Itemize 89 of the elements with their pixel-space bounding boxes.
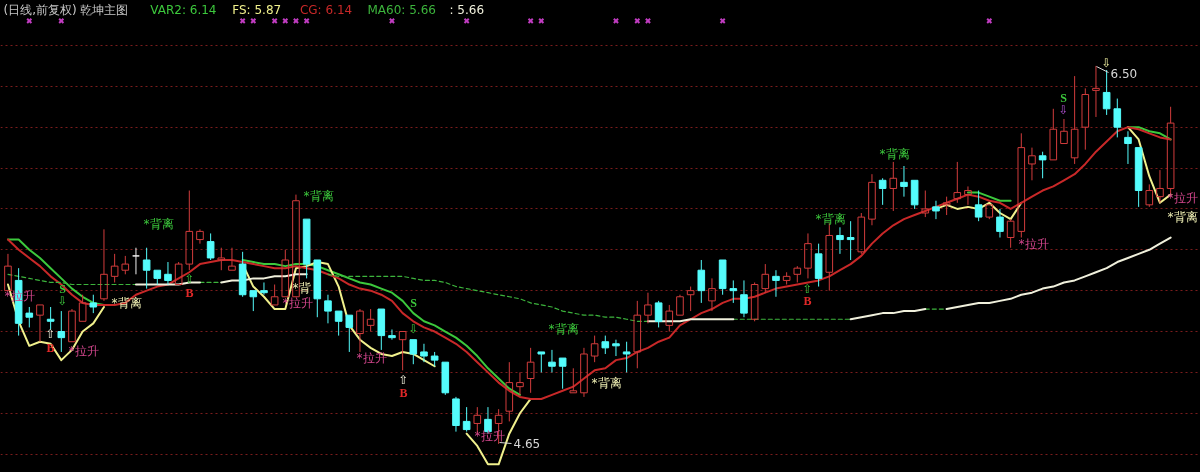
candlestick	[932, 200, 940, 220]
candlestick	[420, 343, 428, 363]
candlestick	[356, 308, 364, 353]
annotation: S	[410, 295, 418, 310]
annotation: *背离	[303, 188, 334, 203]
annotation: *背离	[879, 146, 910, 161]
candlestick	[740, 279, 748, 318]
candlestick	[1081, 87, 1090, 151]
candlestick	[57, 310, 66, 353]
candlestick	[644, 292, 652, 324]
candlestick	[142, 247, 151, 290]
annotation: *背离	[143, 216, 174, 231]
candlestick	[1124, 130, 1132, 165]
annotation: *背离	[815, 211, 846, 226]
candlestick	[452, 396, 460, 433]
candlestick	[132, 247, 140, 275]
annotation: *背离	[548, 321, 579, 336]
annotation: *背离	[591, 375, 622, 390]
candlestick	[196, 228, 204, 245]
candlestick	[1102, 69, 1111, 116]
chart-title: (日线,前复权) 乾坤主图	[3, 2, 129, 17]
annotation: B	[46, 340, 55, 355]
text: CG: 6.14	[299, 2, 353, 17]
candlestick	[889, 161, 898, 212]
candlestick	[100, 228, 108, 302]
candlestick	[708, 277, 716, 312]
candlestick	[729, 279, 738, 304]
candlestick	[1092, 65, 1100, 118]
candlestick	[580, 347, 588, 398]
candlestick	[804, 232, 812, 279]
candlestick	[462, 406, 471, 433]
candlestick	[526, 347, 535, 394]
candlestick	[1070, 75, 1079, 165]
candlestick	[878, 177, 887, 206]
candlestick	[1145, 183, 1154, 208]
candlestick	[238, 251, 247, 298]
candlestick	[366, 308, 375, 333]
annotation: ⇧	[184, 271, 195, 286]
candlestick	[782, 271, 791, 286]
candlestick	[1156, 169, 1164, 204]
annotation: *拉升	[282, 295, 313, 310]
candlestick	[612, 339, 620, 357]
candlestick	[1113, 98, 1122, 138]
candlestick	[953, 161, 962, 204]
candlestick	[814, 243, 823, 288]
annotation: *拉升	[1018, 236, 1049, 251]
candlestick	[1017, 132, 1026, 239]
candlestick	[217, 247, 226, 271]
annotation: *拉升	[68, 343, 99, 358]
candlestick	[1028, 147, 1036, 181]
text: MA60: 5.66	[367, 2, 436, 17]
candlestick	[633, 300, 642, 369]
candlestick	[516, 371, 524, 396]
annotation: 4.65	[513, 437, 541, 451]
candlestick	[622, 341, 631, 373]
annotation: *拉升	[1167, 190, 1198, 205]
text: : 5.66	[449, 2, 485, 17]
candlestick	[548, 349, 556, 373]
annotation: ⇧	[802, 281, 813, 296]
annotation: ⇧	[398, 372, 409, 387]
text: VAR2: 6.14	[150, 2, 217, 17]
annotation: ⇩	[57, 293, 68, 308]
candlestick	[505, 361, 514, 422]
annotation: ⇩	[1058, 102, 1069, 117]
annotation: *背离	[1167, 209, 1198, 224]
annotation: *拉升	[356, 350, 387, 365]
text: FS: 5.87	[232, 2, 282, 17]
annotation: B	[185, 285, 194, 300]
annotation: B	[803, 293, 812, 308]
candlestick	[697, 259, 706, 304]
candlestick	[260, 281, 268, 296]
annotation: ⇩	[1101, 55, 1112, 70]
candlestick	[996, 208, 1004, 239]
annotation: ⇩	[408, 321, 419, 336]
annotation: 6.50	[1110, 67, 1138, 81]
candlestick	[772, 269, 780, 298]
candlestick	[900, 165, 908, 198]
candlestick	[761, 263, 770, 294]
annotation: S	[1060, 90, 1068, 105]
candlestick	[836, 226, 844, 255]
candlestick	[1006, 218, 1015, 249]
annotation: B	[399, 385, 408, 400]
candlestick	[164, 261, 172, 286]
candlestick	[964, 185, 972, 206]
candlestick	[324, 294, 332, 324]
candlestick	[868, 173, 876, 226]
candlestick	[846, 220, 855, 261]
candlestick	[388, 328, 396, 341]
annotation: ⇧	[45, 326, 56, 341]
